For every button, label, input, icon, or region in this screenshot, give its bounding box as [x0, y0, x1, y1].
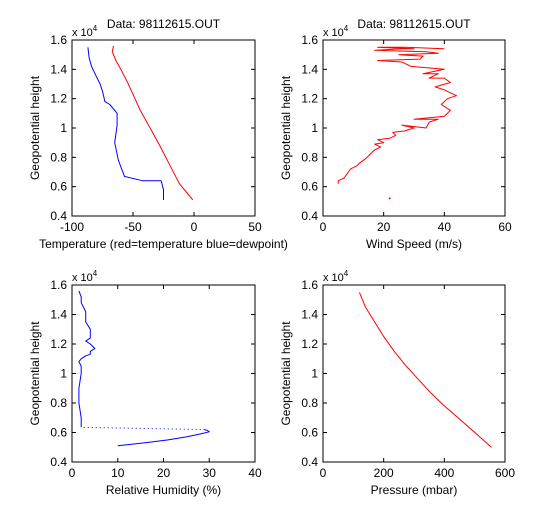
y-tick-label: 1.4: [301, 308, 318, 322]
y-tick-label: 1: [60, 367, 67, 381]
y-tick-label: 0.8: [301, 396, 318, 410]
axes-box: [71, 39, 256, 217]
subplot-2: 0 20 40 60 0.4 0.6 0.8 1 1.2 1.4 1.6 x 104 Data: 981…: [279, 17, 512, 251]
y-tick-label: 0.4: [50, 209, 67, 223]
chart-title: Data: 98112615.OUT: [107, 17, 221, 31]
x-tick-label: 40: [438, 220, 452, 234]
series-line: [117, 429, 210, 447]
y-tick-label: 0.8: [301, 150, 318, 164]
y-tick-label: 0.6: [50, 180, 67, 194]
x-tick-label: 0: [320, 220, 327, 234]
y-exponent-label: x 104: [72, 24, 98, 39]
series-group: [337, 46, 457, 200]
y-tick-label: 0.4: [301, 455, 318, 469]
subplot-3: 0 10 20 30 40 0.4 0.6 0.8 1 1.2 1.4 1.6 x 104 Relativ…: [28, 269, 262, 497]
y-exponent-label: x 104: [72, 269, 98, 284]
x-tick-label: -50: [124, 220, 142, 234]
x-tick-label: 200: [374, 466, 394, 480]
x-tick-label: 10: [111, 466, 125, 480]
y-exponent-base: x 10: [72, 27, 93, 39]
y-tick-label: 1.2: [50, 337, 67, 351]
y-exponent-base: x 10: [323, 272, 344, 284]
y-axis-label: Geopotential height: [279, 321, 293, 426]
x-tick-label: 50: [248, 220, 262, 234]
y-exponent-power: 4: [344, 24, 349, 33]
y-tick-label: 0.8: [50, 150, 67, 164]
subplot-4: 0 200 400 600 0.4 0.6 0.8 1 1.2 1.4 1.6 x 104 Pressu…: [279, 269, 515, 497]
y-tick-label: 0.6: [301, 180, 318, 194]
y-tick-label: 1.2: [50, 92, 67, 106]
subplot-1: -100 -50 0 50 0.4 0.6 0.8 1 1.2 1.4 1.6 x 104 Data: …: [28, 17, 288, 251]
x-tick-label: -100: [60, 220, 84, 234]
y-exponent-base: x 10: [72, 272, 93, 284]
x-tick-label: 600: [495, 466, 515, 480]
x-axis-label: Pressure (mbar): [371, 483, 458, 497]
x-tick-label: 0: [320, 466, 327, 480]
x-tick-label: 0: [69, 466, 76, 480]
y-tick-label: 1.2: [301, 337, 318, 351]
y-tick-label: 1.4: [50, 308, 67, 322]
x-tick-label: 40: [248, 466, 262, 480]
series-group: [87, 45, 194, 201]
series-group: [78, 290, 210, 447]
y-exponent-power: 4: [93, 269, 98, 278]
x-tick-label: 20: [157, 466, 171, 480]
y-tick-label: 1.6: [50, 33, 67, 47]
y-exponent-power: 4: [344, 269, 349, 278]
data-point: [388, 197, 391, 200]
series-line: [81, 426, 205, 431]
y-exponent-label: x 104: [323, 24, 349, 39]
y-tick-label: 1.4: [301, 62, 318, 76]
y-tick-label: 1.6: [301, 278, 318, 292]
x-axis-label: Relative Humidity (%): [106, 483, 221, 497]
y-tick-label: 1.2: [301, 92, 318, 106]
y-axis-label: Geopotential height: [28, 75, 42, 180]
y-tick-label: 0.8: [50, 396, 67, 410]
y-tick-label: 1.6: [301, 33, 318, 47]
axes-box: [71, 284, 256, 463]
x-tick-label: 20: [377, 220, 391, 234]
x-axis-label: Temperature (red=temperature blue=dewpoi…: [39, 237, 288, 251]
x-tick-label: 60: [498, 220, 512, 234]
y-exponent-power: 4: [93, 24, 98, 33]
y-tick-label: 1: [311, 367, 318, 381]
x-tick-label: 400: [434, 466, 454, 480]
y-tick-label: 1: [60, 121, 67, 135]
series-line: [78, 290, 96, 428]
y-axis-label: Geopotential height: [28, 321, 42, 426]
series-line: [87, 47, 164, 200]
y-tick-label: 0.6: [50, 426, 67, 440]
y-tick-label: 0.6: [301, 426, 318, 440]
y-exponent-label: x 104: [323, 269, 349, 284]
y-tick-label: 1.4: [50, 62, 67, 76]
chart-title: Data: 98112615.OUT: [357, 17, 471, 31]
y-tick-label: 0.4: [301, 209, 318, 223]
series-line: [358, 292, 492, 448]
x-tick-label: 0: [191, 220, 198, 234]
y-tick-label: 1: [311, 121, 318, 135]
y-exponent-base: x 10: [323, 27, 344, 39]
y-tick-label: 1.6: [50, 278, 67, 292]
x-tick-label: 30: [203, 466, 217, 480]
y-axis-label: Geopotential height: [279, 75, 293, 180]
series-group: [358, 292, 492, 448]
series-line: [111, 45, 194, 201]
series-line: [337, 46, 457, 184]
x-axis-label: Wind Speed (m/s): [366, 237, 462, 251]
y-tick-label: 0.4: [50, 455, 67, 469]
